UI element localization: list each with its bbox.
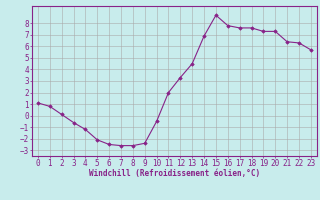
X-axis label: Windchill (Refroidissement éolien,°C): Windchill (Refroidissement éolien,°C)	[89, 169, 260, 178]
